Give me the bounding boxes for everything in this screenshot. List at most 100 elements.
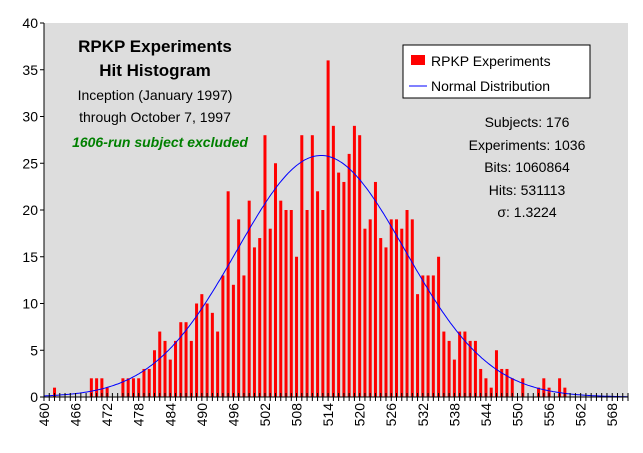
histogram-bar-494 (221, 275, 225, 397)
y-tick-label: 40 (22, 15, 38, 31)
histogram-bar-483 (163, 340, 167, 397)
stat-sigma: σ: 1.3224 (497, 204, 556, 220)
histogram-bar-535 (437, 256, 441, 397)
x-tick-label: 496 (225, 403, 241, 427)
histogram-bar-531 (416, 294, 420, 397)
histogram-bar-481 (152, 350, 156, 397)
x-tick-label: 556 (541, 403, 557, 427)
legend-experiments: RPKP Experiments (431, 53, 551, 69)
histogram-bar-506 (284, 210, 288, 397)
histogram-bar-497 (237, 219, 241, 397)
chart-subtitle: Hit Histogram (99, 61, 210, 80)
histogram-bar-471 (100, 378, 104, 397)
histogram-bar-558 (558, 378, 562, 397)
histogram-bar-462 (53, 387, 57, 397)
histogram-bar-478 (137, 378, 141, 397)
histogram-bar-551 (521, 378, 525, 397)
legend-normal: Normal Distribution (431, 78, 550, 94)
histogram-bar-548 (505, 368, 509, 397)
histogram-bar-547 (500, 368, 504, 397)
histogram-bar-470 (95, 378, 99, 397)
histogram-bar-484 (168, 359, 172, 397)
histogram-bar-476 (126, 378, 130, 397)
y-tick-label: 10 (22, 296, 38, 312)
histogram-bar-496 (231, 284, 235, 397)
histogram-bar-489 (195, 303, 199, 397)
x-tick-label: 478 (131, 403, 147, 427)
histogram-bar-491 (205, 303, 209, 397)
histogram-bar-514 (326, 60, 330, 398)
histogram-bar-518 (347, 153, 351, 397)
histogram-bar-524 (379, 238, 383, 397)
histogram-bar-479 (142, 368, 146, 397)
histogram-bar-499 (247, 200, 251, 397)
histogram-bar-493 (216, 331, 220, 397)
histogram-bar-554 (537, 387, 541, 397)
histogram-bar-508 (295, 256, 299, 397)
histogram-bar-498 (242, 275, 246, 397)
histogram-bar-543 (479, 368, 483, 397)
histogram-bar-534 (431, 275, 435, 397)
histogram-bar-541 (468, 340, 472, 397)
histogram-bar-501 (258, 238, 262, 397)
histogram-bar-556 (547, 387, 551, 397)
y-tick-label: 20 (22, 202, 38, 218)
x-tick-label: 508 (289, 403, 305, 427)
histogram-bar-533 (426, 275, 430, 397)
histogram-bar-503 (268, 228, 272, 397)
y-tick-label: 0 (30, 389, 38, 405)
histogram-bar-536 (442, 331, 446, 397)
histogram-bar-488 (189, 340, 193, 397)
histogram-bar-530 (410, 219, 414, 397)
x-tick-label: 568 (604, 403, 620, 427)
histogram-bar-522 (368, 219, 372, 397)
histogram-bar-504 (273, 163, 277, 397)
histogram-bar-512 (316, 191, 320, 397)
x-tick-label: 466 (68, 403, 84, 427)
x-tick-label: 550 (510, 403, 526, 427)
histogram-bar-502 (263, 135, 267, 397)
histogram-bar-559 (563, 387, 567, 397)
histogram-bar-492 (210, 312, 214, 397)
histogram-bar-475 (121, 378, 125, 397)
histogram-bar-546 (494, 350, 498, 397)
histogram-bar-529 (405, 210, 409, 397)
histogram-bar-525 (384, 247, 388, 397)
stat-subjects: Subjects: 176 (485, 114, 570, 130)
histogram-bar-526 (389, 219, 393, 397)
x-tick-label: 460 (36, 403, 52, 427)
y-tick-label: 5 (30, 342, 38, 358)
annotation-through: through October 7, 1997 (79, 109, 231, 125)
histogram-bar-482 (158, 331, 162, 397)
histogram-bar-500 (252, 247, 256, 397)
legend: RPKP Experiments Normal Distribution (402, 44, 591, 99)
histogram-bar-538 (452, 359, 456, 397)
histogram-bar-549 (510, 378, 514, 397)
histogram-bar-527 (395, 219, 399, 397)
histogram-bar-505 (279, 200, 283, 397)
histogram-bar-472 (105, 387, 109, 397)
histogram-bar-544 (484, 378, 488, 397)
histogram-bar-545 (489, 387, 493, 397)
histogram-bar-485 (174, 340, 178, 397)
x-tick-label: 526 (383, 403, 399, 427)
x-tick-label: 472 (99, 403, 115, 427)
histogram-bar-480 (147, 368, 151, 397)
histogram-bar-523 (373, 181, 377, 397)
x-tick-label: 484 (162, 403, 178, 427)
histogram-bar-477 (131, 378, 135, 397)
y-tick-label: 35 (22, 62, 38, 78)
histogram-bar-555 (542, 378, 546, 397)
histogram-bar-521 (363, 228, 367, 397)
histogram-bar-495 (226, 191, 230, 397)
stats-block: Subjects: 176 Experiments: 1036 Bits: 10… (469, 114, 586, 220)
y-tick-label: 25 (22, 155, 38, 171)
histogram-bar-539 (458, 331, 462, 397)
histogram-bar-528 (400, 228, 404, 397)
normal-distribution-curve (44, 155, 628, 398)
chart-title: RPKP Experiments (78, 37, 232, 56)
x-tick-label: 562 (573, 403, 589, 427)
x-tick-label: 544 (478, 403, 494, 427)
histogram-bar-469 (89, 378, 93, 397)
